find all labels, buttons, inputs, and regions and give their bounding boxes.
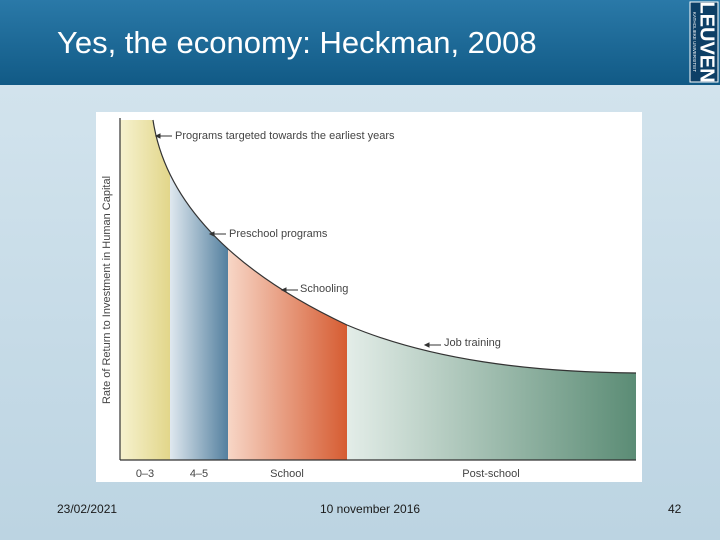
logo-subtitle: KATHOLIEKE UNIVERSITEIT	[692, 12, 697, 72]
header-bar	[0, 0, 720, 85]
category-label: 4–5	[190, 468, 208, 480]
annotation: Job training	[444, 337, 501, 349]
arrows	[154, 133, 441, 348]
band-0-3	[120, 120, 170, 460]
slide-title: Yes, the economy: Heckman, 2008	[57, 25, 537, 60]
arrow-head	[154, 133, 161, 139]
category-label: 0–3	[136, 468, 154, 480]
annotation: Programs targeted towards the earliest y…	[175, 130, 395, 142]
page-number: 42	[668, 502, 682, 516]
y-axis-label: Rate of Return to Investment in Human Ca…	[101, 176, 113, 404]
category-label: Post-school	[462, 468, 519, 480]
return-curve	[152, 119, 637, 374]
category-label: School	[270, 468, 304, 480]
arrow-head	[280, 287, 287, 293]
arrow-head	[208, 231, 215, 237]
logo-name: LEUVEN	[696, 1, 718, 82]
logo-box	[689, 1, 719, 83]
footer-date: 23/02/2021	[57, 502, 117, 516]
annotation: Schooling	[300, 283, 348, 295]
arrow-head	[423, 342, 430, 348]
annotation: Preschool programs	[229, 228, 328, 240]
footer-text: 10 november 2016	[320, 502, 420, 516]
